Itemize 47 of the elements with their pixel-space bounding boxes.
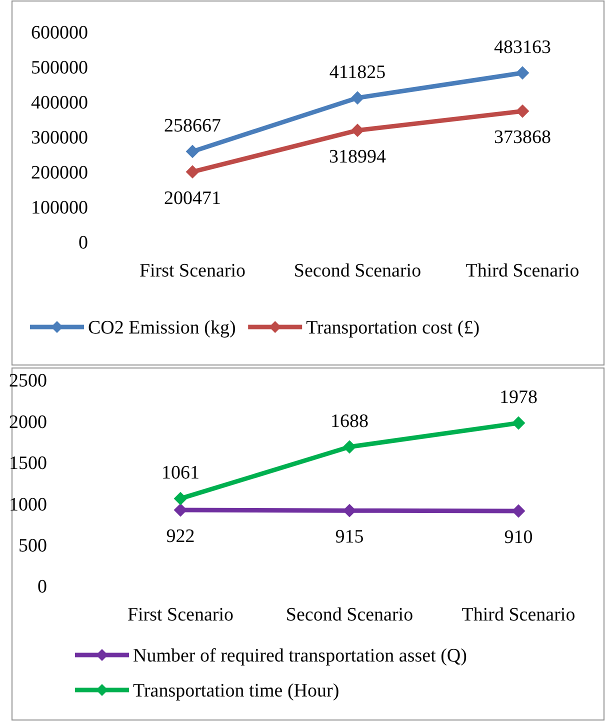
data-label: 411825: [329, 62, 386, 83]
y-tick-label: 1500: [9, 453, 47, 474]
point: [516, 104, 529, 118]
y-tick-label: 600000: [31, 22, 88, 44]
point: [512, 504, 525, 518]
point: [174, 504, 187, 517]
data-label: 1978: [500, 387, 538, 408]
y-tick-label: 100000: [31, 198, 88, 219]
point: [351, 91, 364, 104]
y-tick-label: 1000: [9, 494, 47, 516]
x-tick-label: First Scenario: [127, 604, 234, 626]
point: [351, 124, 364, 137]
point: [174, 492, 187, 506]
y-tick-label: 400000: [31, 92, 88, 114]
legend-label: Number of required transportation asset (Q): [133, 646, 467, 667]
point: [343, 504, 356, 518]
x-tick-label: First Scenario: [139, 260, 246, 282]
x-tick-label: Second Scenario: [286, 604, 414, 626]
y-tick-label: 0: [78, 232, 88, 254]
y-tick-label: 500000: [31, 58, 88, 79]
point: [343, 440, 356, 454]
data-label: 200471: [164, 188, 221, 209]
legend-label: Transportation cost (£): [306, 318, 480, 339]
data-label: 1688: [330, 410, 368, 432]
data-label: 922: [166, 526, 195, 548]
point: [186, 144, 199, 158]
x-tick-label: Third Scenario: [462, 604, 576, 626]
data-label: 318994: [329, 146, 386, 168]
data-label: 483163: [494, 36, 551, 58]
y-tick-label: 2000: [9, 412, 47, 433]
y-tick-label: 0: [38, 576, 47, 598]
legend-label: Transportation time (Hour): [133, 680, 340, 702]
data-label: 910: [504, 527, 533, 548]
point: [516, 66, 529, 80]
y-tick-label: 500: [18, 535, 47, 556]
x-tick-label: Second Scenario: [294, 260, 422, 282]
x-tick-label: Third Scenario: [466, 260, 580, 282]
data-label: 1061: [162, 462, 200, 484]
point: [512, 416, 525, 430]
y-tick-label: 200000: [31, 162, 88, 184]
data-label: 258667: [164, 115, 221, 136]
y-tick-label: 2500: [9, 370, 47, 392]
y-tick-label: 300000: [31, 128, 88, 149]
legend-label: CO2 Emission (kg): [88, 318, 236, 339]
point: [186, 165, 199, 178]
data-label: 373868: [494, 127, 551, 148]
data-label: 915: [335, 526, 364, 548]
